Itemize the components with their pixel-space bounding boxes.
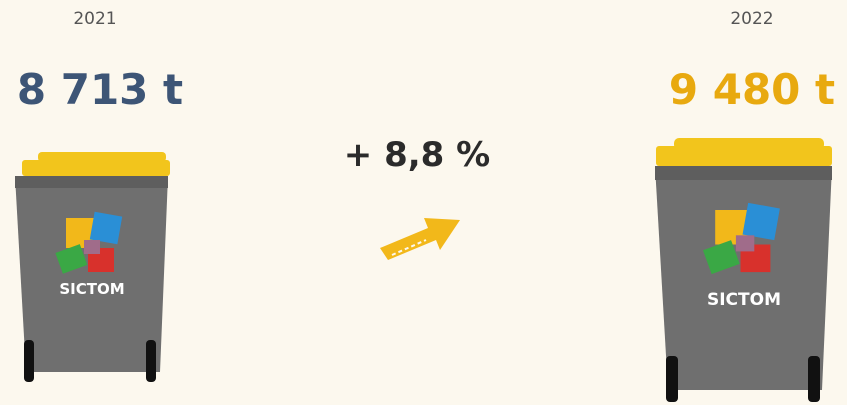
amount: 9 480 t — [669, 65, 835, 114]
change: + 8,8 % — [344, 135, 490, 175]
arrow — [380, 218, 460, 260]
bin: SICTOM — [655, 138, 832, 402]
bin: SICTOM — [15, 152, 170, 382]
logo-text: SICTOM — [707, 290, 781, 310]
year-label: 2022 — [730, 9, 773, 29]
logo-text: SICTOM — [59, 280, 124, 298]
amount: 8 713 t — [17, 65, 183, 114]
year-label: 2021 — [73, 9, 116, 29]
